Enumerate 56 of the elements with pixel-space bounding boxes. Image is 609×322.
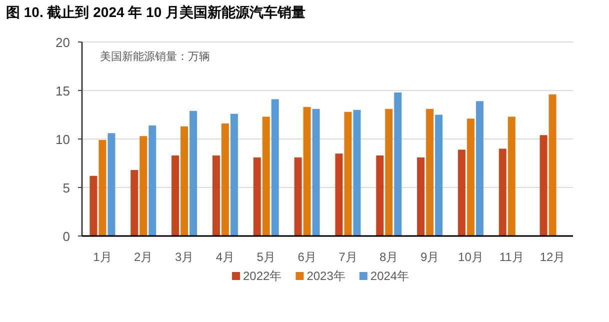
bar	[353, 110, 361, 236]
bar	[190, 110, 198, 236]
x-tick-label: 3月	[174, 250, 194, 264]
bar	[253, 157, 261, 236]
x-tick-label: 1月	[93, 250, 112, 264]
bar	[508, 116, 516, 236]
legend-label: 2023年	[306, 269, 346, 283]
bar	[385, 108, 393, 236]
x-tick-label: 12月	[540, 250, 566, 264]
y-tick-label: 15	[56, 84, 70, 98]
x-tick-label: 2月	[134, 250, 153, 264]
bar	[90, 176, 98, 236]
bar	[271, 99, 279, 236]
legend-label: 2024年	[370, 269, 410, 283]
bar	[140, 136, 148, 236]
x-tick-label: 10月	[458, 250, 484, 264]
bar	[466, 118, 474, 236]
bar	[394, 92, 402, 236]
bar	[98, 140, 106, 236]
y-tick-label: 20	[56, 35, 70, 50]
bar	[312, 108, 320, 236]
bar	[344, 112, 352, 236]
legend-label: 2022年	[243, 269, 282, 283]
bar	[180, 126, 188, 236]
bar	[148, 125, 156, 236]
bar	[417, 157, 425, 236]
y-tick-label: 10	[56, 132, 70, 147]
bar	[458, 150, 466, 236]
bar	[172, 155, 180, 236]
x-tick-label: 8月	[380, 250, 398, 264]
bar	[303, 106, 311, 236]
bar	[212, 155, 220, 236]
y-tick-label: 0	[62, 229, 70, 244]
x-tick-label: 6月	[298, 250, 316, 264]
bar	[130, 170, 138, 236]
bar	[548, 94, 556, 236]
bar	[476, 101, 484, 236]
bar	[498, 148, 506, 236]
bar	[108, 133, 116, 236]
y-axis-title: 美国新能源销量：万辆	[100, 50, 210, 63]
bar	[335, 154, 343, 236]
bar	[221, 123, 229, 236]
x-tick-label: 11月	[499, 250, 524, 264]
x-tick-label: 4月	[216, 250, 235, 264]
bar	[230, 114, 238, 236]
bar	[435, 114, 443, 236]
y-tick-label: 5	[62, 180, 70, 196]
bar	[540, 135, 548, 236]
x-tick-label: 9月	[420, 250, 440, 264]
chart-title: 图 10. 截止到 2024 年 10 月美国新能源汽车销量	[6, 4, 306, 20]
bar	[262, 116, 270, 236]
bar	[294, 157, 302, 236]
x-tick-label: 5月	[256, 250, 276, 264]
bar	[426, 108, 434, 236]
bar	[376, 155, 384, 236]
x-tick-label: 7月	[338, 250, 358, 264]
